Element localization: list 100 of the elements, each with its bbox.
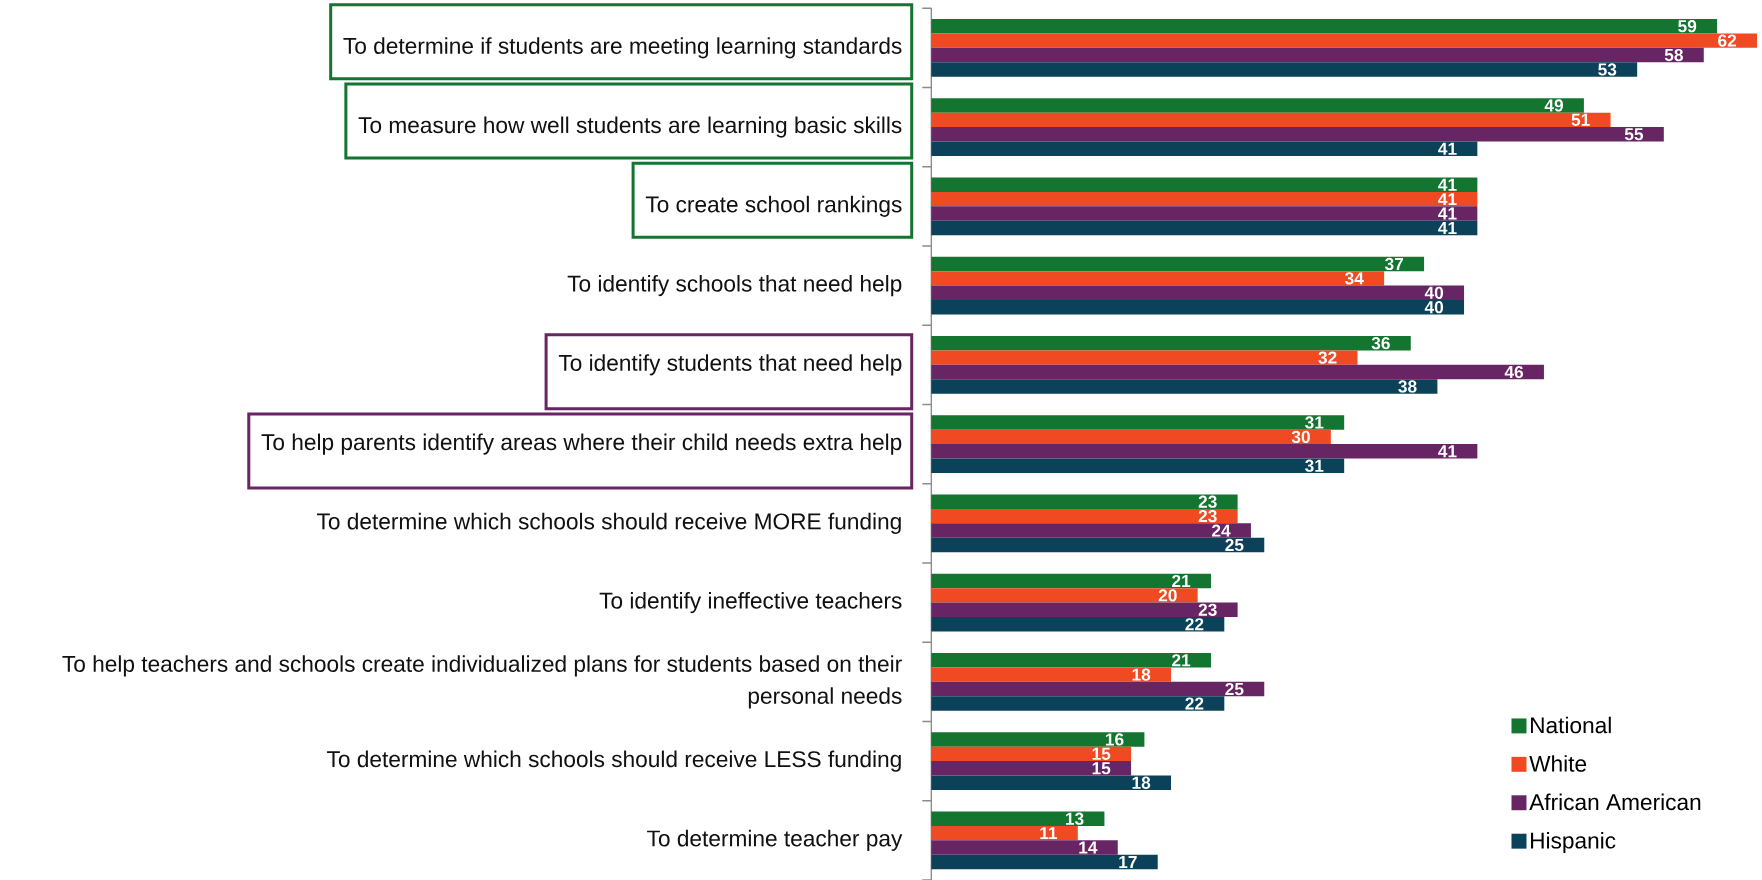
bar <box>931 811 1105 826</box>
data-label: 18 <box>1132 776 1151 789</box>
data-label: 13 <box>1065 812 1084 825</box>
data-label: 41 <box>1438 178 1457 191</box>
data-label: 30 <box>1291 430 1310 444</box>
bar <box>931 746 1132 762</box>
y-tick-label: To identify schools that need help <box>567 275 902 297</box>
data-label: 11 <box>1040 827 1058 840</box>
bar <box>931 681 1265 697</box>
bar <box>931 696 1225 711</box>
bar <box>931 854 1158 870</box>
y-tick-label: To determine which schools should receive LESS funding <box>327 750 901 772</box>
data-label: 46 <box>1504 365 1524 379</box>
bar <box>931 141 1478 156</box>
bar <box>931 775 1172 790</box>
data-label: 21 <box>1172 574 1191 588</box>
data-label: 20 <box>1158 589 1177 602</box>
data-label: 41 <box>1438 445 1457 458</box>
bar <box>931 537 1265 553</box>
bar <box>931 825 1078 841</box>
bar <box>931 300 1465 315</box>
data-label: 23 <box>1198 509 1217 523</box>
data-label: 41 <box>1438 142 1457 155</box>
data-label: 53 <box>1598 63 1617 76</box>
data-label: 36 <box>1371 337 1390 350</box>
bar <box>931 667 1172 682</box>
data-label: 55 <box>1624 128 1644 141</box>
data-label: 16 <box>1105 733 1124 746</box>
data-label: 41 <box>1438 222 1457 234</box>
bar <box>931 732 1145 747</box>
bar <box>931 573 1211 589</box>
bar <box>931 840 1118 855</box>
data-label: 32 <box>1318 351 1337 364</box>
bar <box>931 33 1758 48</box>
data-label: 25 <box>1225 538 1244 552</box>
bar <box>931 256 1425 272</box>
y-tick-label: To determine teacher pay <box>647 829 903 851</box>
bar <box>931 350 1358 365</box>
data-label: 59 <box>1678 20 1697 33</box>
y-tick-label: To identify ineffective teachers <box>599 592 902 614</box>
data-label: 31 <box>1305 459 1324 472</box>
bar <box>931 508 1238 524</box>
data-label: 15 <box>1092 762 1111 775</box>
data-label: 22 <box>1185 697 1204 710</box>
data-label: 23 <box>1198 603 1217 616</box>
y-tick-label: To help parents identify areas where their child needs extra help <box>261 433 902 455</box>
data-label: 62 <box>1718 34 1737 47</box>
bar <box>931 285 1465 301</box>
data-label: 41 <box>1438 207 1457 220</box>
data-label: 34 <box>1344 272 1364 285</box>
legend-label: Hispanic <box>1531 831 1616 854</box>
bar <box>931 379 1438 394</box>
bar <box>931 761 1132 776</box>
bar <box>931 47 1704 63</box>
bar <box>931 494 1238 509</box>
bar <box>931 62 1638 77</box>
data-label: 40 <box>1424 286 1444 299</box>
data-label: 41 <box>1438 193 1457 206</box>
data-label: 24 <box>1212 524 1231 537</box>
y-tick-label: To create school rankings <box>645 195 902 217</box>
bar <box>931 444 1478 459</box>
bar <box>931 653 1211 668</box>
data-label: 31 <box>1305 416 1324 429</box>
bar <box>931 220 1478 236</box>
legend-label: African American <box>1529 793 1701 811</box>
bar <box>931 127 1664 142</box>
data-label: 51 <box>1571 113 1590 126</box>
bar <box>931 177 1478 192</box>
data-label: 37 <box>1384 257 1404 271</box>
legend-label: National <box>1531 716 1611 734</box>
bar <box>931 364 1544 380</box>
data-label: 15 <box>1092 747 1111 760</box>
bar <box>931 191 1478 207</box>
bar <box>931 429 1331 445</box>
data-label: 40 <box>1424 301 1444 314</box>
bar <box>931 98 1584 113</box>
bar <box>931 617 1225 632</box>
data-label: 38 <box>1398 380 1417 393</box>
y-tick-label: To determine which schools should receive MORE funding <box>317 512 901 534</box>
data-label: 25 <box>1225 682 1244 696</box>
bar <box>931 206 1478 221</box>
bar <box>931 112 1611 128</box>
data-label: 22 <box>1185 618 1204 631</box>
data-label: 49 <box>1544 99 1563 112</box>
y-tick-label: To help teachers and schools create individualized plans for students based on their personal needs <box>62 655 902 709</box>
bar <box>931 335 1411 351</box>
bar <box>931 18 1718 34</box>
data-label: 14 <box>1079 841 1098 854</box>
y-tick-label: To measure how well students are learning basic skills <box>358 116 902 138</box>
bar <box>931 458 1345 473</box>
y-tick-label: To identify students that need help <box>558 354 902 376</box>
bar <box>931 415 1345 430</box>
bar <box>931 588 1198 603</box>
data-label: 21 <box>1172 654 1191 667</box>
y-tick-label: To determine if students are meeting learning standards <box>343 37 902 59</box>
data-label: 58 <box>1664 48 1683 62</box>
bar <box>931 271 1385 286</box>
data-label: 17 <box>1119 856 1137 868</box>
data-label: 23 <box>1198 495 1217 508</box>
bar <box>931 602 1238 618</box>
